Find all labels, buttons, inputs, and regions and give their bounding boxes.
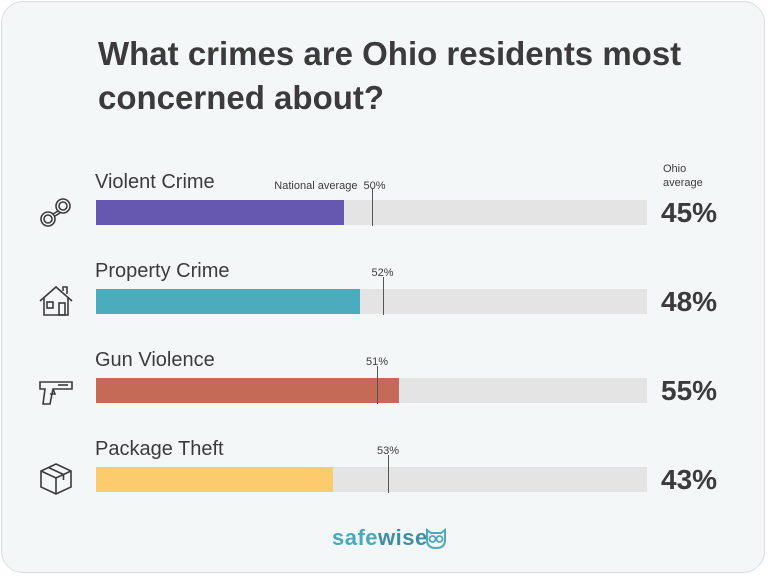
bar-row: Property Crime 52% 48% xyxy=(2,259,766,339)
ohio-bar xyxy=(96,467,333,492)
national-average-label: 52% xyxy=(372,267,394,280)
national-average-label: 53% xyxy=(377,445,399,458)
handcuffs-icon xyxy=(36,192,76,232)
ohio-average-value: 55% xyxy=(661,375,718,406)
national-average-value: 53% xyxy=(377,445,400,457)
ohio-average-value: 45% xyxy=(661,197,718,228)
bar-track xyxy=(96,467,647,492)
bar-row: Violent Crime National average 50% 45% xyxy=(2,170,766,250)
category-label: Violent Crime xyxy=(95,171,215,193)
house-icon xyxy=(36,281,76,321)
logo-safe: safe xyxy=(332,525,379,550)
category-label: Property Crime xyxy=(95,260,230,282)
ohio-bar xyxy=(96,378,400,403)
ohio-bar xyxy=(96,200,344,225)
national-average-marker xyxy=(382,277,384,315)
national-average-label: National average 50% xyxy=(274,180,385,193)
category-label: Gun Violence xyxy=(95,349,215,371)
bar-row: Package Theft 53% 43% xyxy=(2,437,766,517)
chart-title: What crimes are Ohio residents most conc… xyxy=(98,35,682,116)
bar-track xyxy=(96,378,647,403)
safewise-logo: safewise xyxy=(332,524,462,554)
national-average-marker xyxy=(388,455,390,493)
ohio-average-header: Ohio average xyxy=(663,163,703,189)
national-average-value: 52% xyxy=(371,267,394,279)
bar-row: Gun Violence 51% 55% xyxy=(2,348,766,428)
gun-icon xyxy=(36,370,76,410)
national-average-marker xyxy=(371,188,373,226)
logo-wise: wise xyxy=(378,525,428,550)
national-average-prefix: National average xyxy=(274,180,358,192)
package-icon xyxy=(36,459,76,499)
bar-track xyxy=(96,289,647,314)
ohio-average-value: 48% xyxy=(661,286,718,317)
national-average-label: 51% xyxy=(366,356,388,369)
owl-icon xyxy=(426,528,446,550)
ohio-average-value: 43% xyxy=(661,464,718,495)
category-label: Package Theft xyxy=(95,438,224,460)
national-average-value: 50% xyxy=(363,180,386,192)
national-average-value: 51% xyxy=(365,356,389,368)
national-average-marker xyxy=(377,366,378,404)
ohio-bar xyxy=(96,289,361,314)
